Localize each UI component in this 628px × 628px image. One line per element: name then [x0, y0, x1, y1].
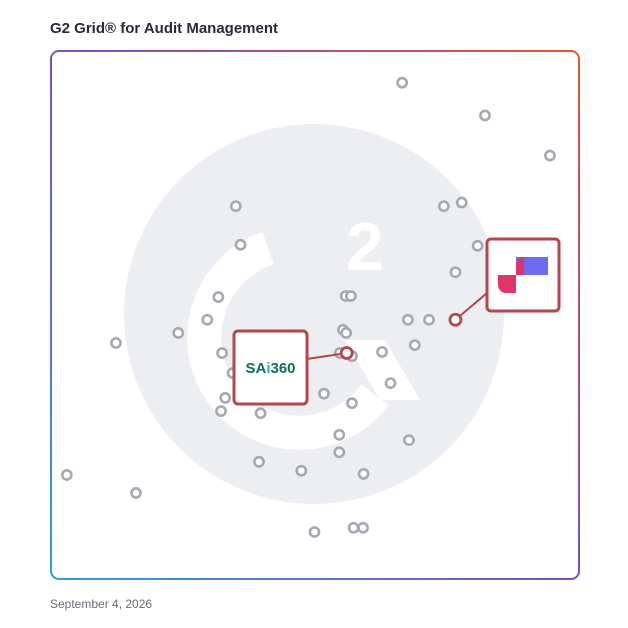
- g2-watermark: 2: [124, 124, 504, 504]
- product-logo-text: SAi360: [245, 360, 295, 377]
- data-point[interactable]: [346, 397, 358, 410]
- data-point[interactable]: [308, 526, 321, 538]
- highlight-product-2[interactable]: SAi360: [232, 329, 354, 406]
- data-point[interactable]: [60, 469, 73, 481]
- data-point[interactable]: [333, 428, 346, 441]
- data-point[interactable]: [357, 521, 369, 534]
- data-point[interactable]: [130, 487, 142, 499]
- date-label: September 4, 2026: [50, 597, 153, 611]
- highlight-product-1[interactable]: [448, 237, 561, 327]
- data-point[interactable]: [347, 521, 360, 534]
- data-point[interactable]: [423, 313, 435, 326]
- data-point[interactable]: [340, 327, 353, 339]
- data-point[interactable]: [254, 407, 267, 420]
- product-logo-icon: [498, 257, 548, 293]
- data-point[interactable]: [172, 327, 185, 339]
- data-point[interactable]: [201, 313, 214, 326]
- data-point[interactable]: [403, 434, 415, 447]
- data-point[interactable]: [376, 346, 388, 358]
- data-points: [60, 76, 556, 538]
- data-point[interactable]: [318, 387, 330, 400]
- data-point[interactable]: [479, 109, 491, 122]
- data-point[interactable]: [455, 196, 468, 209]
- data-point[interactable]: [110, 337, 122, 349]
- data-point[interactable]: [215, 405, 227, 417]
- logo-callout-box: [232, 329, 309, 406]
- chart-title: G2 Grid® for Audit Management: [50, 20, 279, 37]
- data-point[interactable]: [402, 313, 414, 326]
- data-point[interactable]: [333, 446, 346, 459]
- data-point[interactable]: [229, 200, 242, 213]
- data-point[interactable]: [216, 347, 228, 359]
- data-point[interactable]: [253, 455, 265, 468]
- data-point[interactable]: [437, 200, 450, 213]
- data-point[interactable]: [212, 291, 225, 303]
- data-point[interactable]: [471, 239, 484, 252]
- svg-text:2: 2: [346, 209, 384, 285]
- grid-frame: [50, 50, 580, 580]
- data-point[interactable]: [396, 76, 409, 89]
- highlight-point[interactable]: [448, 312, 463, 327]
- data-point[interactable]: [219, 391, 232, 404]
- data-point[interactable]: [295, 464, 308, 477]
- data-point[interactable]: [449, 266, 462, 279]
- data-point[interactable]: [234, 238, 247, 251]
- data-point[interactable]: [345, 290, 357, 302]
- highlighted-products: SAi360: [232, 237, 561, 406]
- highlight-point[interactable]: [339, 346, 354, 360]
- data-point[interactable]: [384, 377, 397, 390]
- data-point[interactable]: [357, 468, 370, 480]
- data-point[interactable]: [408, 339, 421, 351]
- data-point[interactable]: [544, 149, 556, 162]
